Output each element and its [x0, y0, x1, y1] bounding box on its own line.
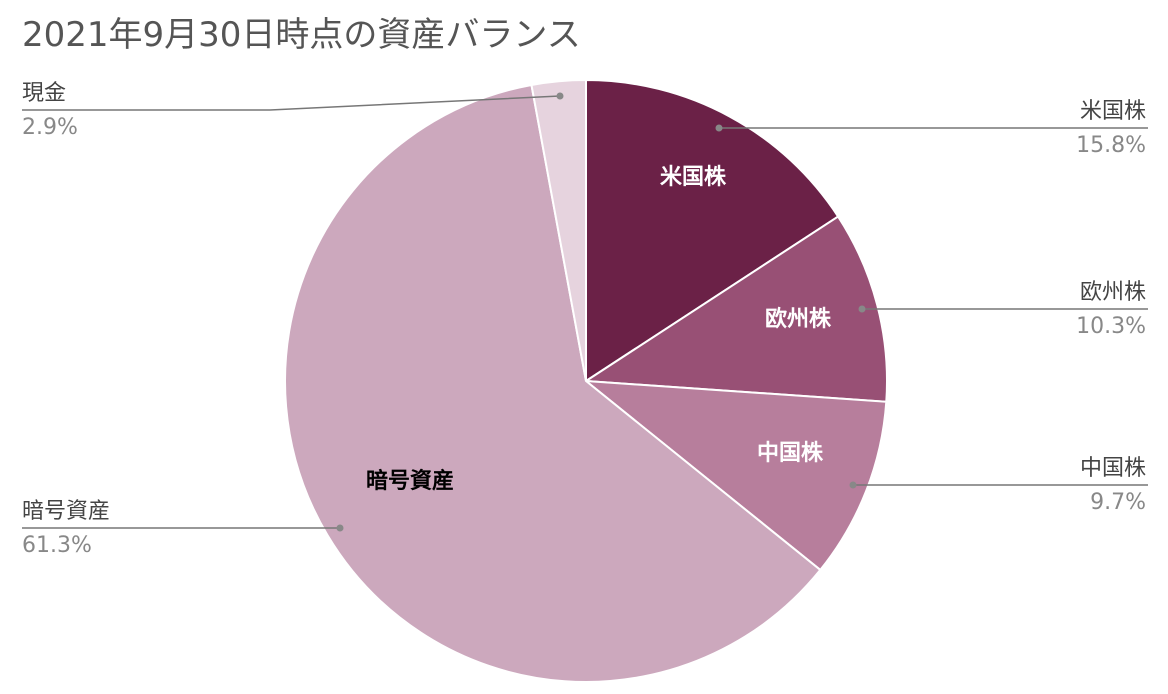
callout-dot: [715, 124, 723, 132]
pie-slice: [530, 78, 587, 382]
callout-label: 現金: [22, 81, 66, 106]
callout-dot: [336, 524, 344, 532]
pie-slice: [582, 215, 888, 403]
callout-percent: 2.9%: [22, 115, 78, 140]
slice-inner-label: 暗号資産: [366, 468, 454, 494]
callout-percent: 10.3%: [1076, 314, 1146, 339]
callout-label: 中国株: [1080, 456, 1146, 481]
callout-line: [22, 95, 561, 111]
callout-label: 暗号資産: [22, 499, 110, 524]
callout-percent: 61.3%: [22, 533, 92, 558]
callout-label: 米国株: [1080, 99, 1146, 124]
callout-label: 欧州株: [1080, 280, 1146, 305]
slice-inner-label: 米国株: [660, 165, 727, 190]
pie-slice: [585, 78, 840, 383]
slice-inner-label: 中国株: [757, 441, 824, 466]
callout-dot: [849, 481, 857, 489]
callout-percent: 15.8%: [1076, 133, 1146, 158]
pie-slices: [284, 78, 888, 683]
chart-title: 2021年9月30日時点の資産バランス: [22, 15, 581, 55]
callout-dot: [556, 92, 564, 100]
callout-percent: 9.7%: [1090, 490, 1146, 515]
slice-inner-label: 欧州株: [765, 306, 832, 332]
pie-slice: [284, 83, 822, 683]
callout-dot: [858, 305, 866, 313]
callout-legend: 米国株 15.8% 欧州株 10.3% 中国株 9.7% 暗号資産 61.3% 現金 2.9%: [22, 81, 1148, 558]
pie-slice: [582, 379, 888, 572]
